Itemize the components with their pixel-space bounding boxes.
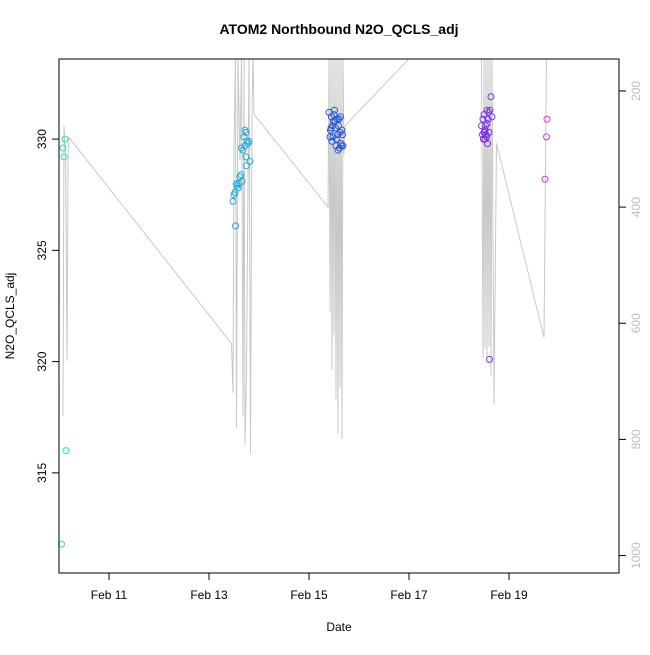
data-point [483,120,491,127]
data-point [486,355,493,363]
data-point [246,157,254,165]
data-point [488,113,496,121]
y2-tick-label: 800 [629,429,643,449]
data-point [330,117,337,125]
data-point [59,144,67,152]
data-point [60,153,68,161]
data-point [238,177,246,185]
data-point [245,137,253,145]
y2-tick-label: 1000 [629,542,643,569]
data-point [333,115,341,123]
x-tick-label: Feb 17 [390,588,428,602]
data-point [479,115,487,123]
y2-tick-label: 200 [629,81,643,101]
data-point [237,171,245,179]
data-point [481,126,489,134]
data-point [485,128,493,136]
data-point [62,447,70,455]
data-point [326,133,334,141]
data-point [327,124,335,132]
data-point [229,197,237,205]
data-point [339,142,347,150]
data-point [242,128,250,136]
data-point [335,122,342,130]
data-point [484,140,491,148]
data-point [339,131,346,139]
data-point [338,126,346,134]
chart-title: ATOM2 Northbound N2O_QCLS_adj [219,21,458,37]
y-axis-label: N2O_QCLS_adj [3,273,17,360]
data-point [337,113,344,121]
y-tick-label: 315 [35,463,49,483]
data-point [242,153,250,161]
data-point [541,175,549,183]
data-point [234,184,242,192]
y2-tick-label: 400 [629,197,643,217]
y-tick-label: 320 [35,351,49,371]
data-point [333,135,340,143]
x-tick-label: Feb 11 [91,588,128,602]
data-point [331,106,338,114]
data-point [336,144,343,152]
data-point [485,108,492,116]
data-point [543,115,551,123]
data-point [484,115,492,123]
altitude-trace-layer [62,59,547,454]
data-point [232,222,239,230]
data-point [543,133,550,141]
data-point [239,146,247,154]
data-point [61,135,69,143]
data-point [243,162,250,170]
x-tick-label: Feb 13 [190,588,228,602]
altitude-trace-line [62,59,547,454]
y2-tick-label: 600 [629,313,643,333]
x-tick-label: Feb 19 [490,588,528,602]
plot-frame [58,58,620,574]
x-axis-label: Date [326,620,352,634]
axes-layer: Feb 11 Feb 13 Feb 15 Feb 17 Feb 19 315 320 325 3… [35,58,643,602]
y-tick-label: 330 [35,129,49,149]
x-tick-label: Feb 15 [290,588,328,602]
data-point [487,93,495,101]
y-tick-label: 325 [35,240,49,260]
points-layer [58,93,551,548]
